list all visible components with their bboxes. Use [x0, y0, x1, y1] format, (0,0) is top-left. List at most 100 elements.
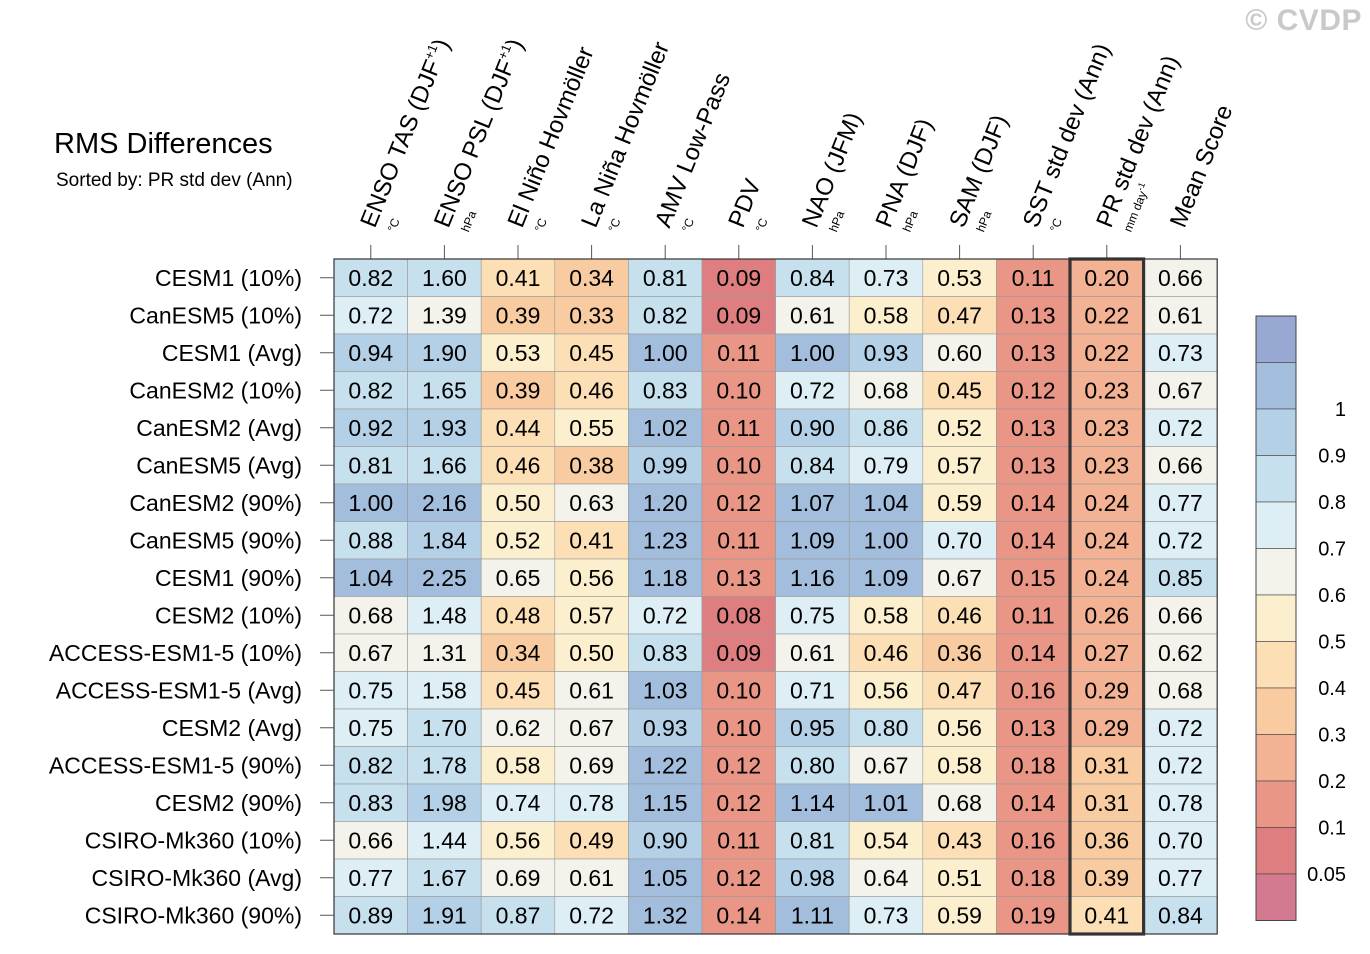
column-unit-label: °C — [385, 216, 403, 234]
heatmap-cell — [848, 821, 924, 860]
cell-value-label: 0.72 — [643, 602, 688, 628]
cell-value-label: 0.56 — [864, 677, 909, 703]
cell-value-label: 0.50 — [569, 640, 614, 666]
heatmap-cell — [407, 408, 482, 447]
heatmap-cell — [554, 858, 629, 897]
cell-value-label: 0.81 — [643, 265, 688, 291]
heatmap-cell — [480, 896, 556, 935]
heatmap-cell — [1143, 408, 1218, 447]
cell-value-label: 0.41 — [496, 265, 541, 291]
heatmap-cell — [407, 896, 482, 935]
heatmap-cell — [1143, 896, 1218, 935]
colorbar-segment — [1255, 687, 1297, 735]
row-label: CESM2 (Avg) — [162, 715, 302, 741]
heatmap-cell — [996, 333, 1071, 372]
cell-value-label: 1.01 — [864, 790, 909, 816]
heatmap-cell — [775, 408, 850, 447]
cell-value-label: 0.46 — [569, 377, 614, 403]
row-label: CESM1 (Avg) — [162, 340, 302, 366]
heatmap-cell — [1069, 671, 1144, 710]
heatmap-cell — [922, 821, 997, 860]
cell-value-label: 0.65 — [496, 565, 541, 591]
cell-value-label: 0.14 — [1011, 527, 1056, 553]
cell-value-label: 0.29 — [1084, 715, 1129, 741]
row-label: ACCESS-ESM1-5 (90%) — [49, 752, 302, 778]
heatmap-cell — [628, 446, 703, 485]
cell-value-label: 0.11 — [717, 527, 760, 553]
row-label: CSIRO-Mk360 (10%) — [85, 827, 302, 853]
heatmap-cell — [1069, 558, 1144, 597]
column-header: PDV°C — [723, 175, 770, 234]
cell-value-label: 0.14 — [1011, 490, 1056, 516]
heatmap-cell — [1069, 783, 1144, 822]
cell-value-label: 0.83 — [348, 790, 393, 816]
cell-value-label: 0.92 — [348, 415, 393, 441]
sort-column-highlight — [1068, 257, 1146, 936]
cell-value-label: 0.90 — [790, 415, 835, 441]
heatmap-cell — [1069, 483, 1144, 522]
cell-value-label: 0.13 — [1011, 302, 1056, 328]
cell-value-label: 0.34 — [569, 265, 614, 291]
heatmap-cell — [848, 296, 924, 335]
cell-value-label: 0.95 — [790, 715, 835, 741]
heatmap-cell — [922, 708, 997, 747]
heatmap-cell — [1069, 371, 1144, 410]
cell-value-label: 0.72 — [348, 302, 393, 328]
colorbar-segment — [1255, 873, 1297, 921]
cell-value-label: 0.81 — [790, 827, 835, 853]
cell-value-label: 0.69 — [569, 752, 614, 778]
heatmap-cell — [775, 708, 850, 747]
cell-value-label: 0.80 — [790, 752, 835, 778]
cell-value-label: 0.89 — [348, 902, 393, 928]
heatmap-cell — [407, 671, 482, 710]
heatmap-cell — [333, 746, 408, 785]
cell-value-label: 1.00 — [864, 527, 909, 553]
row-label: CanESM5 (10%) — [129, 302, 302, 328]
column-header: Mean Score — [1165, 101, 1239, 231]
heatmap-cell — [848, 633, 924, 672]
cell-value-label: 0.67 — [569, 715, 614, 741]
column-unit-label: °C — [532, 216, 550, 234]
heatmap-cell — [701, 296, 776, 335]
colorbar-segment — [1255, 780, 1297, 828]
cell-value-label: 0.53 — [496, 340, 541, 366]
heatmap-cell — [775, 858, 850, 897]
cell-value-label: 0.67 — [937, 565, 982, 591]
heatmap-cell — [701, 896, 776, 935]
cell-value-label: 0.86 — [864, 415, 909, 441]
cell-value-label: 0.73 — [1158, 340, 1203, 366]
cell-value-label: 0.31 — [1084, 790, 1129, 816]
cell-value-label: 0.73 — [864, 265, 909, 291]
column-unit-label: °C — [605, 216, 623, 234]
cell-value-label: 0.39 — [1084, 865, 1129, 891]
cell-value-label: 0.71 — [790, 677, 835, 703]
cell-value-label: 0.10 — [716, 677, 761, 703]
cell-value-label: 0.56 — [937, 715, 982, 741]
cell-value-label: 0.84 — [790, 265, 835, 291]
heatmap-cell — [1143, 371, 1218, 410]
cell-value-label: 0.61 — [790, 640, 835, 666]
cell-value-label: 0.79 — [864, 452, 909, 478]
cell-value-label: 0.70 — [1158, 827, 1203, 853]
cell-value-label: 0.13 — [1011, 340, 1056, 366]
heatmap-cell — [407, 521, 482, 560]
cell-value-label: 0.46 — [864, 640, 909, 666]
heatmap-cell — [1069, 746, 1144, 785]
heatmap-cell — [407, 296, 482, 335]
cell-value-label: 0.56 — [496, 827, 541, 853]
cell-value-label: 0.12 — [716, 790, 761, 816]
heatmap-cell — [333, 483, 408, 522]
cell-value-label: 0.12 — [716, 865, 761, 891]
cell-value-label: 1.07 — [790, 490, 835, 516]
row-label: CanESM5 (Avg) — [136, 452, 302, 478]
heatmap-cell — [554, 296, 629, 335]
cell-value-label: 0.45 — [496, 677, 541, 703]
heatmap-cell — [554, 671, 629, 710]
colorbar-segment — [1255, 548, 1297, 596]
heatmap-cell — [1069, 333, 1144, 372]
cell-value-label: 0.45 — [937, 377, 982, 403]
column-header-label: Mean Score — [1165, 101, 1239, 231]
cell-value-label: 1.58 — [422, 677, 467, 703]
